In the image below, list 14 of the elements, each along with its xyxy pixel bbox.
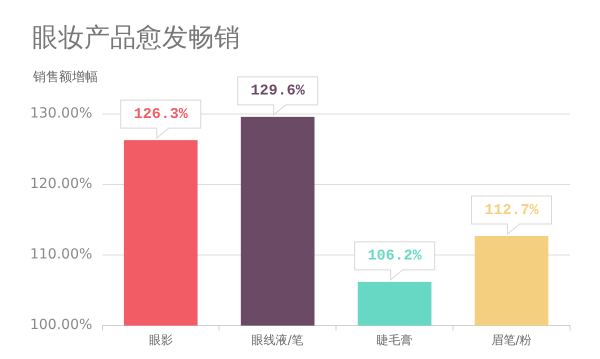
x-tick-label: 睫毛膏: [376, 332, 413, 347]
y-tick-label: 130.00%: [30, 106, 92, 122]
data-label: 126.3%: [134, 106, 189, 123]
y-tick-label: 120.00%: [30, 176, 92, 192]
chart-title: 眼妆产品愈发畅销: [32, 22, 240, 55]
x-tick-label: 眉笔/粉: [492, 332, 532, 347]
y-axis-title: 销售额增幅: [33, 69, 98, 86]
x-tick-label: 眼线液/笔: [252, 332, 304, 347]
y-tick-label: 110.00%: [30, 246, 92, 263]
x-tick-label: 眼影: [148, 332, 173, 347]
data-label: 129.6%: [250, 82, 306, 100]
y-tick-label: 100.00%: [30, 317, 92, 334]
data-label: 112.7%: [484, 202, 540, 219]
data-label: 106.2%: [368, 248, 423, 265]
